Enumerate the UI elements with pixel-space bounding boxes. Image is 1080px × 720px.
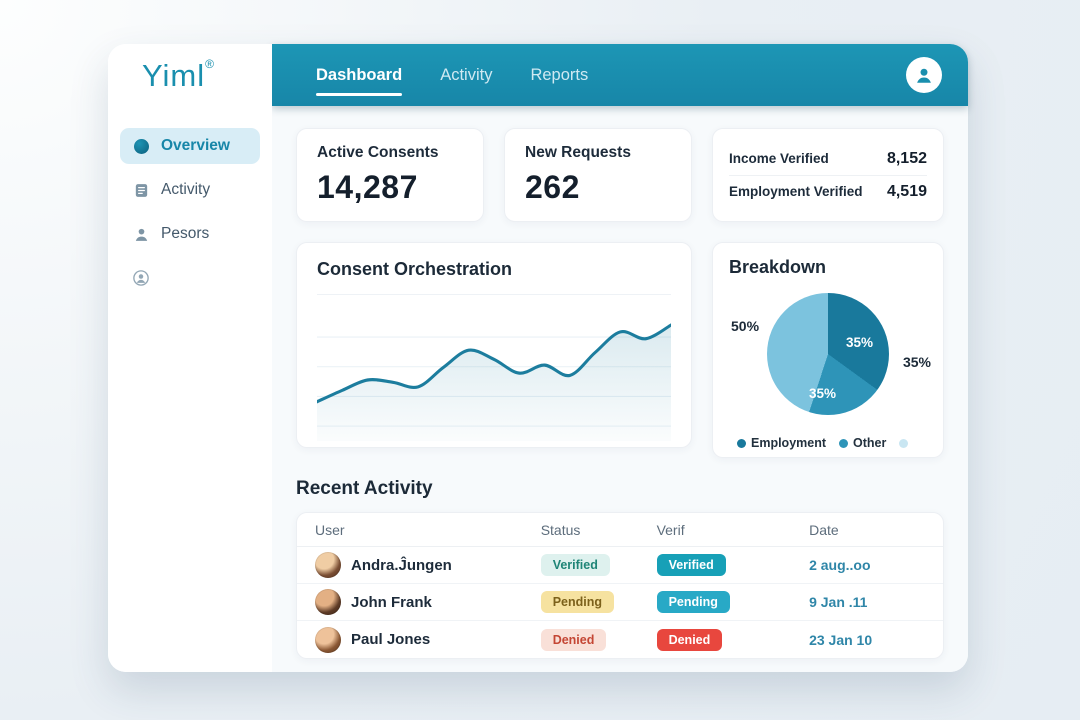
registered-mark: ® — [205, 56, 215, 71]
user-circle-icon — [132, 269, 150, 287]
new-requests-card: New Requests 262 — [504, 128, 692, 222]
legend-item-employment: Employment — [737, 436, 826, 450]
person-icon — [132, 225, 150, 243]
recent-activity-title: Recent Activity — [296, 478, 433, 499]
pie-slice-label: 35% — [845, 335, 873, 350]
user-avatar-button[interactable] — [906, 57, 942, 93]
status-cell: Denied — [540, 628, 657, 651]
legend-dot — [839, 438, 849, 448]
verif-cell: Denied — [656, 628, 810, 651]
verif-cell: Pending — [656, 591, 810, 613]
sidebar-item-activity[interactable]: Activity — [120, 172, 260, 208]
header-tabs: Dashboard Activity Reports — [316, 44, 588, 106]
user-icon — [917, 68, 931, 83]
logo-text: Yiml — [142, 57, 206, 93]
recent-activity-table: User Status Verif Date Andra.Ĵungen Veri… — [296, 512, 944, 659]
col-user: User — [315, 521, 345, 538]
pie-chart: 50% 35% 35% 35% — [729, 290, 931, 418]
pie-legend: Employment Other — [729, 436, 927, 450]
legend-item-extra — [899, 438, 913, 448]
sidebar-item-user[interactable] — [120, 260, 260, 296]
date-cell: 2 aug..oo — [809, 557, 871, 573]
date-cell: 23 Jan 10 — [809, 631, 873, 648]
user-cell: Paul Jones — [315, 626, 541, 653]
status-badge: Denied — [540, 628, 607, 651]
row-label: Income Verified — [729, 151, 829, 166]
logo: Yiml® — [108, 44, 272, 106]
legend-label: Employment — [751, 436, 827, 450]
main-content: Active Consents 14,287 New Requests 262 … — [272, 106, 968, 672]
avatar — [315, 552, 341, 578]
tab-activity[interactable]: Activity — [440, 65, 493, 84]
stat-label: Active Consents — [317, 144, 439, 161]
legend-item-other: Other — [839, 436, 886, 450]
status-cell: Verified — [540, 554, 657, 576]
table-row: Andra.Ĵungen Verified Verified 2 aug..oo — [297, 547, 943, 584]
verif-badge: Verified — [656, 554, 726, 576]
stat-value: 14,287 — [317, 169, 418, 205]
user-name: John Frank — [351, 593, 432, 611]
sidebar-item-label: Activity — [161, 181, 211, 198]
pie: 35% 35% — [767, 293, 889, 415]
row-value: 4,519 — [886, 182, 927, 200]
legend-label: Other — [853, 436, 887, 450]
sidebar: Yiml® Overview Activity Pesors — [108, 44, 272, 672]
stat-value: 262 — [525, 169, 580, 205]
overview-dot-icon — [132, 137, 150, 155]
verif-cell: Verified — [656, 554, 810, 576]
chart-title: Consent Orchestration — [317, 259, 513, 279]
income-verified-row: Income Verified 8,152 — [729, 143, 927, 175]
line-chart — [315, 294, 673, 446]
app-window: Yiml® Overview Activity Pesors — [108, 44, 968, 672]
row-label: Employment Verified — [729, 184, 863, 199]
col-verif: Verif — [656, 521, 685, 538]
pie-slice-label: 35% — [809, 386, 837, 401]
avatar — [315, 589, 341, 615]
verification-summary-card: Income Verified 8,152 Employment Verifie… — [712, 128, 944, 222]
pie-outside-label-left: 50% — [731, 318, 760, 334]
status-cell: Pending — [540, 591, 657, 613]
tab-reports[interactable]: Reports — [530, 65, 589, 84]
user-cell: John Frank — [315, 589, 541, 615]
active-consents-card: Active Consents 14,287 — [296, 128, 484, 222]
user-name: Paul Jones — [351, 631, 431, 648]
table-body: Andra.Ĵungen Verified Verified 2 aug..oo… — [297, 547, 943, 658]
col-date: Date — [809, 521, 839, 538]
top-bar: Dashboard Activity Reports — [272, 44, 968, 106]
user-cell: Andra.Ĵungen — [315, 552, 541, 578]
employment-verified-row: Employment Verified 4,519 — [729, 174, 927, 208]
verif-badge: Denied — [656, 628, 723, 651]
user-name: Andra.Ĵungen — [351, 556, 452, 574]
sidebar-item-label: Pesors — [161, 225, 210, 242]
stat-label: New Requests — [525, 144, 631, 161]
status-badge: Pending — [540, 591, 614, 613]
status-badge: Verified — [540, 554, 610, 576]
sidebar-item-overview[interactable]: Overview — [120, 128, 260, 164]
breakdown-card: Breakdown 50% 35% 35% 35% Employment — [712, 242, 944, 458]
table-row: John Frank Pending Pending 9 Jan .11 — [297, 584, 943, 621]
avatar — [315, 626, 341, 653]
tab-dashboard[interactable]: Dashboard — [316, 44, 403, 106]
table-header-row: User Status Verif Date — [297, 513, 943, 547]
legend-dot — [737, 438, 746, 448]
pie-outside-label-right: 35% — [902, 354, 931, 370]
breakdown-title: Breakdown — [729, 257, 827, 277]
sidebar-item-label: Overview — [161, 137, 230, 154]
sidebar-item-pesors[interactable]: Pesors — [120, 216, 260, 252]
table-row: Paul Jones Denied Denied 23 Jan 10 — [297, 621, 943, 658]
verif-badge: Pending — [656, 591, 730, 613]
sidebar-nav: Overview Activity Pesors — [108, 106, 272, 296]
date-cell: 9 Jan .11 — [809, 594, 868, 610]
col-status: Status — [540, 521, 581, 538]
row-value: 8,152 — [886, 149, 927, 167]
list-icon — [132, 181, 150, 199]
consent-orchestration-card: Consent Orchestration — [296, 242, 692, 448]
legend-dot — [899, 438, 909, 448]
